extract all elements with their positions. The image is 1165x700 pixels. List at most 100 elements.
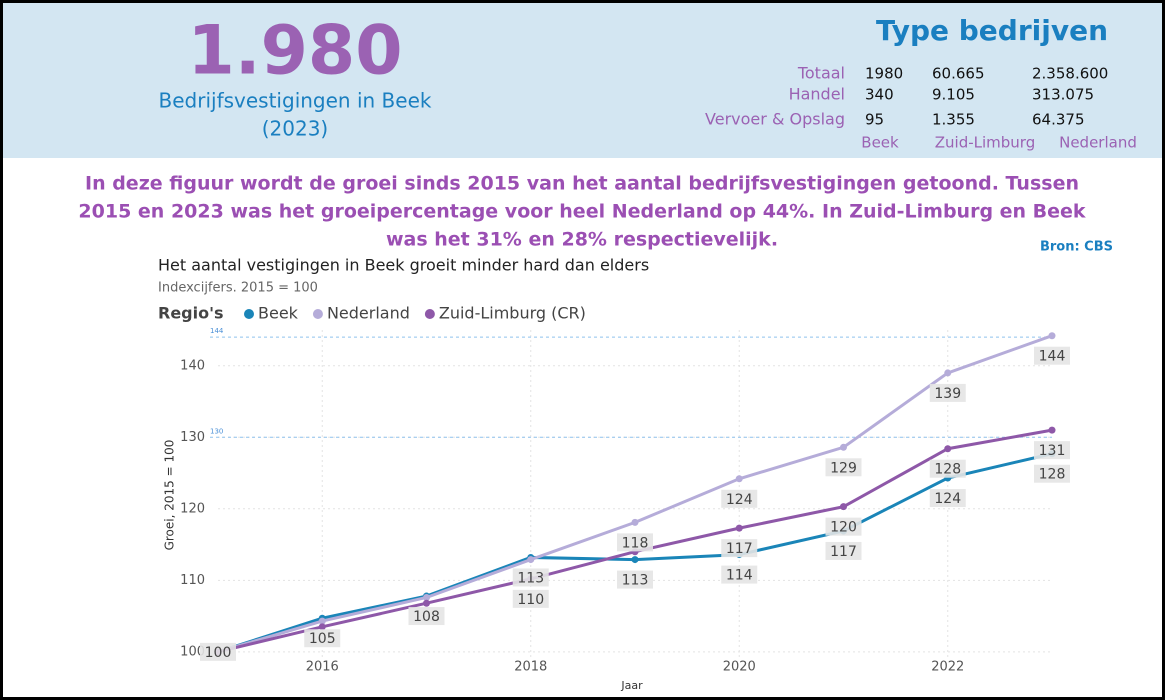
description-line: was het 31% en 28% respectievelijk. [386,229,778,251]
value-label: 139 [934,386,961,402]
label-box [929,459,966,478]
value-label: 114 [726,568,753,584]
cell: 60.665 [932,65,985,83]
label-box [825,541,862,560]
label-box [721,539,758,558]
point [318,623,326,631]
value-label: 124 [726,492,753,508]
value-label: 129 [830,460,857,476]
value-label: 113 [517,570,544,586]
value-label: 113 [622,573,649,589]
label-box [721,565,758,584]
value-label: 105 [309,631,336,647]
reference-label: 144 [210,327,224,335]
value-label: 124 [934,491,961,507]
cell: 64.375 [1032,111,1085,129]
value-label: 128 [934,462,961,478]
kpi-value: 1.980 [187,12,402,91]
label-box [617,570,653,589]
value-label: 110 [517,592,544,608]
value-label: 131 [1039,443,1066,459]
legend-label: Beek [258,304,299,323]
label-box [617,533,653,552]
label-box [200,642,236,661]
point [840,443,847,451]
value-label: 100 [205,645,232,661]
point [840,503,847,511]
label-box [512,568,549,587]
label-box [825,458,862,477]
label-box [929,383,966,402]
point [318,617,326,625]
point [944,369,952,377]
legend-title: Regio's [158,304,224,323]
chart-subtitle: Indexcijfers. 2015 = 100 [158,281,318,296]
point [631,556,639,564]
label-box [512,589,549,608]
cell: 9.105 [932,86,975,104]
y-tick-label: 110 [180,573,205,588]
column-header: Nederland [1059,134,1137,152]
description: In deze figuur wordt de groei sinds 2015… [78,173,1086,251]
label-box [1034,346,1070,365]
kpi-label: Bedrijfsvestigingen in Beek [159,89,432,113]
header-band [3,3,1162,158]
cell: 2.358.600 [1032,65,1108,83]
reference-label: 130 [210,427,223,435]
legend-swatch [312,309,323,319]
column-header: Zuid-Limburg [935,134,1035,152]
point [1048,426,1056,434]
label-box [304,629,341,648]
row-label: Handel [789,85,845,104]
cell: 313.075 [1032,86,1094,104]
y-tick-label: 140 [180,358,205,373]
description-line: 2015 en 2023 was het groeipercentage voo… [78,201,1086,223]
y-tick-label: 130 [180,430,205,445]
value-label: 120 [830,520,857,536]
value-label: 117 [830,544,857,560]
label-box [825,517,862,536]
source: Bron: CBS [1040,240,1113,255]
y-tick-label: 100 [180,644,205,659]
label-box [929,489,966,508]
label-box [1034,464,1070,483]
cell: 1.355 [932,111,975,129]
chart-title: Het aantal vestigingen in Beek groeit mi… [158,256,649,275]
y-tick-label: 120 [180,501,205,516]
row-label: Vervoer & Opslag [705,110,845,129]
point [423,599,430,607]
point [423,593,430,601]
label-box [721,489,758,508]
legend-label: Zuid-Limburg (CR) [439,304,586,323]
legend-swatch [424,309,435,319]
cell: 1980 [865,65,903,83]
value-label: 144 [1039,349,1066,365]
x-tick-label: 2018 [514,660,547,675]
type-table: Totaal 1980 60.665 2.358.600 Handel 340 9.105 3… [705,64,1137,152]
description-line: In deze figuur wordt de groei sinds 2015… [85,173,1079,195]
point [1048,332,1056,340]
value-label: 108 [413,609,440,625]
x-tick-label: 2020 [723,660,756,675]
x-axis-label: Jaar [620,679,643,692]
point [527,556,535,564]
legend-swatch [244,309,254,319]
cell: 340 [865,86,894,104]
x-tick-label: 2016 [306,660,339,675]
x-tick-label: 2022 [931,660,964,675]
y-axis-label: Groei, 2015 = 100 [163,440,177,551]
cell: 95 [865,111,884,129]
point [631,518,639,526]
value-label: 117 [726,541,753,557]
legend: Beek Nederland Zuid-Limburg (CR) [244,304,586,323]
table-title: Type bedrijven [876,14,1108,47]
value-label: 128 [1039,467,1066,483]
point [735,475,743,483]
label-box [408,607,445,626]
label-box [1034,441,1070,460]
legend-label: Nederland [327,304,410,323]
kpi-year: (2023) [262,117,329,141]
